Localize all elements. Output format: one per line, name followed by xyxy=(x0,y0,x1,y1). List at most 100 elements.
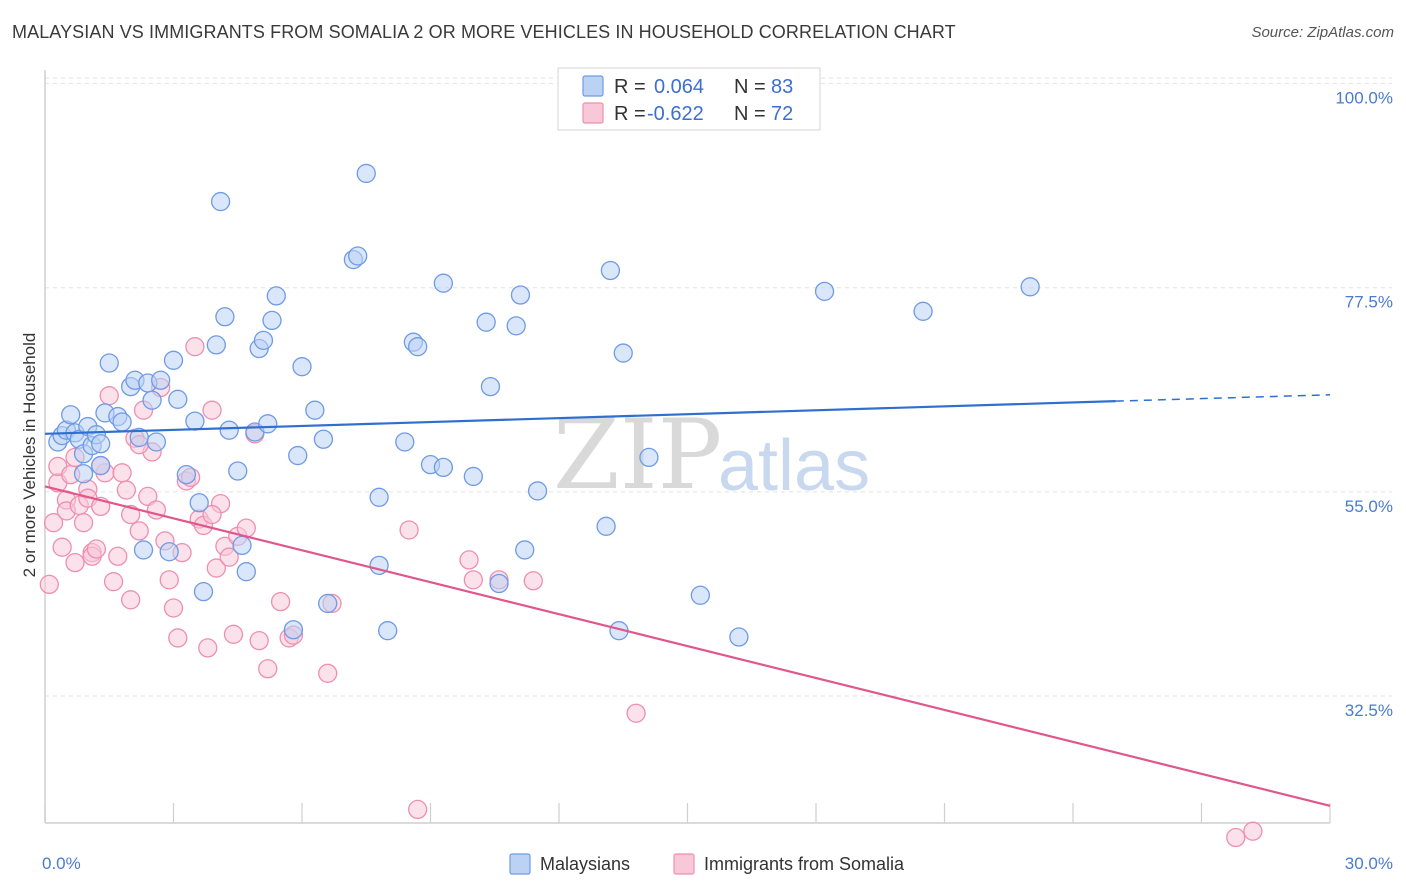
malaysians-point-22 xyxy=(142,390,162,410)
malaysians-point-72 xyxy=(600,260,621,281)
malaysians-point-64 xyxy=(476,312,496,332)
series-legend: Malaysians Immigrants from Somalia xyxy=(509,853,905,875)
malaysians-point-59 xyxy=(407,337,428,357)
somalia-point-65 xyxy=(626,703,646,723)
malaysians-point-14 xyxy=(99,353,119,373)
malaysians-point-43 xyxy=(262,310,282,331)
somalia-point-34 xyxy=(163,598,184,618)
somalia-point-0 xyxy=(39,574,59,595)
malaysians-point-77 xyxy=(729,627,749,647)
somalia-point-60 xyxy=(407,799,428,820)
malaysians-point-24 xyxy=(150,370,171,390)
malaysians-point-45 xyxy=(283,620,304,640)
malaysians-point-38 xyxy=(236,562,256,582)
malaysians-point-66 xyxy=(489,573,509,594)
malaysians-point-48 xyxy=(305,400,325,420)
somalia-point-39 xyxy=(185,337,205,357)
malaysians-point-65 xyxy=(480,376,501,397)
x-tick-label-min: 0.0% xyxy=(42,854,81,873)
gridlines xyxy=(45,77,1392,697)
somalia-point-1 xyxy=(43,513,64,533)
malaysians-point-76 xyxy=(690,585,710,605)
malaysians-point-63 xyxy=(463,466,483,487)
chart-source: Source: ZipAtlas.com xyxy=(1251,24,1394,41)
legend-swatch-somalia xyxy=(582,102,604,124)
somalia-point-21 xyxy=(112,463,132,483)
malaysians-point-30 xyxy=(189,493,209,513)
trend-lines xyxy=(44,394,1331,807)
legend-n-value-1: 72 xyxy=(771,103,793,125)
series-legend-label-malaysians[interactable]: Malaysians xyxy=(540,854,630,874)
somalia-point-48 xyxy=(223,624,244,644)
malaysians-point-50 xyxy=(318,593,338,614)
stats-legend: R = 0.064 N = 83 R = -0.622 N = 72 xyxy=(557,67,821,131)
legend-r-label-1: R = xyxy=(614,103,646,125)
y-tick-label-2: 55.0% xyxy=(1345,497,1393,516)
malaysians-point-35 xyxy=(219,420,239,440)
malaysians-trend-line xyxy=(44,400,1116,435)
somalia-point-52 xyxy=(249,630,269,651)
malaysians-point-47 xyxy=(292,357,312,377)
malaysians-point-62 xyxy=(433,273,454,293)
somalia-point-28 xyxy=(138,486,158,507)
malaysians-point-80 xyxy=(1020,277,1040,297)
legend-n-label-0: N = xyxy=(734,76,766,98)
malaysians-point-12 xyxy=(91,455,111,476)
somalia-point-10 xyxy=(73,513,94,533)
malaysians-point-7 xyxy=(73,464,94,484)
malaysians-point-41 xyxy=(253,330,274,351)
somalia-point-61 xyxy=(459,550,479,570)
series-legend-swatch-malaysians[interactable] xyxy=(509,853,531,875)
malaysians-point-54 xyxy=(369,487,389,507)
somalia-point-24 xyxy=(121,590,141,610)
malaysians-point-16 xyxy=(112,412,132,432)
malaysians-point-71 xyxy=(596,516,616,536)
malaysians-point-34 xyxy=(215,307,235,327)
somalia-point-64 xyxy=(523,571,543,591)
malaysians-point-32 xyxy=(206,335,226,355)
series-legend-label-somalia[interactable]: Immigrants from Somalia xyxy=(704,854,905,874)
malaysians-point-57 xyxy=(395,432,415,452)
somalia-point-4 xyxy=(52,537,72,557)
somalia-point-20 xyxy=(108,546,128,566)
somalia-point-23 xyxy=(121,504,141,525)
somalia-point-62 xyxy=(463,570,483,590)
somalia-trend-line xyxy=(44,485,1331,807)
somalia-point-8 xyxy=(65,552,85,573)
malaysians-point-49 xyxy=(313,429,334,449)
somalia-point-53 xyxy=(258,659,278,679)
somalia-point-26 xyxy=(129,521,149,541)
malaysians-point-42 xyxy=(258,414,278,434)
series-legend-swatch-somalia[interactable] xyxy=(673,853,695,875)
somalia-point-66 xyxy=(1226,827,1246,848)
y-tick-label-0: 100.0% xyxy=(1335,89,1393,108)
malaysians-point-52 xyxy=(348,246,368,266)
malaysians-point-37 xyxy=(232,535,252,556)
somalia-point-35 xyxy=(168,628,188,648)
somalia-point-19 xyxy=(103,572,124,592)
malaysians-point-68 xyxy=(510,285,531,305)
malaysians-point-75 xyxy=(639,447,659,468)
somalia-point-33 xyxy=(159,570,179,590)
legend-n-value-0: 83 xyxy=(771,76,793,98)
legend-r-label-0: R = xyxy=(614,76,646,98)
somalia-point-59 xyxy=(399,520,419,540)
malaysians-point-74 xyxy=(613,343,633,363)
malaysians-point-46 xyxy=(288,445,308,466)
malaysians-point-33 xyxy=(210,191,231,212)
legend-swatch-malaysians xyxy=(582,75,604,97)
malaysians-point-56 xyxy=(378,621,398,641)
somalia-point-47 xyxy=(219,547,239,567)
somalia-point-57 xyxy=(318,663,338,683)
somalia-point-67 xyxy=(1243,821,1263,841)
somalia-point-42 xyxy=(198,638,218,658)
somalia-point-44 xyxy=(206,558,226,578)
malaysians-trend-extension xyxy=(1115,394,1331,402)
y-tick-label-1: 77.5% xyxy=(1345,293,1393,312)
somalia-point-22 xyxy=(116,480,137,500)
somalia-point-71 xyxy=(202,504,222,525)
malaysians-point-69 xyxy=(515,540,535,560)
y-tick-labels: 100.0% 77.5% 55.0% 32.5% xyxy=(1335,89,1393,720)
series-malaysians-points-top xyxy=(48,163,1040,647)
somalia-point-54 xyxy=(270,591,291,612)
